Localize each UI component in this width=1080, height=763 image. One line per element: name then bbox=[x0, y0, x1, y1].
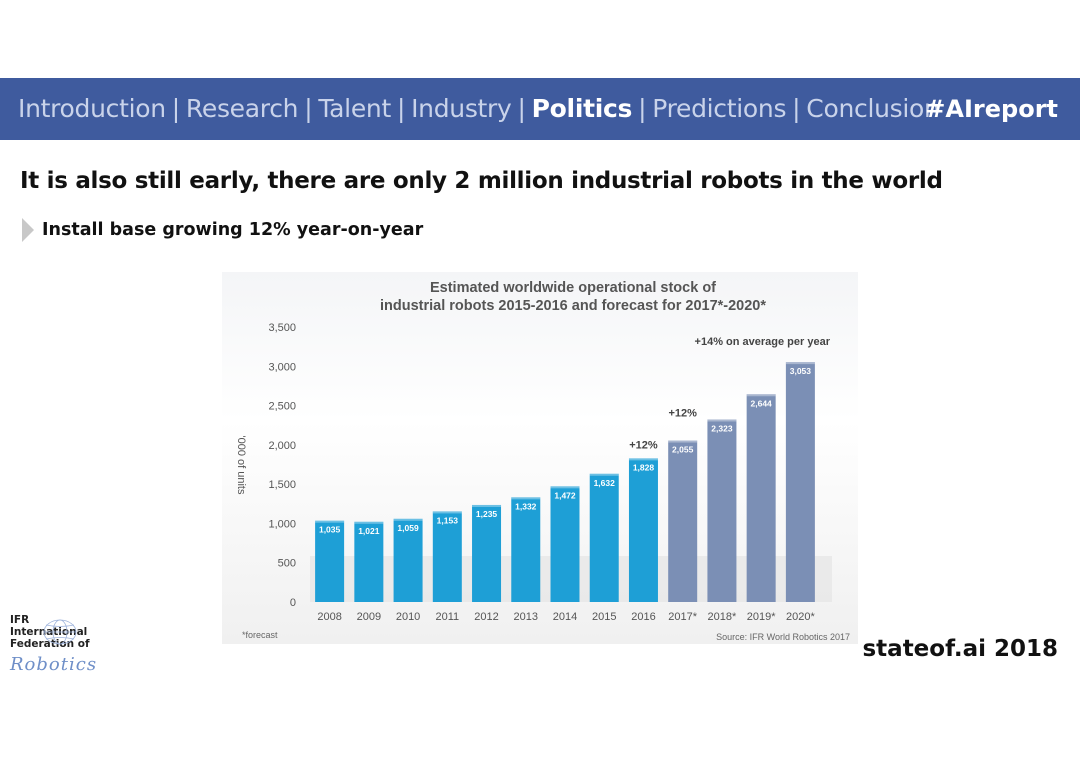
x-tick-label: 2016 bbox=[631, 611, 655, 623]
bar-value-label: 1,153 bbox=[437, 515, 459, 525]
nav-separator: | bbox=[638, 94, 647, 123]
nav-item-research[interactable]: Research bbox=[185, 94, 299, 123]
hashtag-label: #AIreport bbox=[925, 95, 1058, 123]
bullet-text: Install base growing 12% year-on-year bbox=[42, 220, 424, 240]
bar-2010 bbox=[393, 518, 423, 602]
nav-separator: | bbox=[304, 94, 313, 123]
bar-value-label: 2,644 bbox=[751, 398, 773, 408]
bar-highlight bbox=[746, 394, 776, 397]
nav-separator: | bbox=[171, 94, 180, 123]
bar-2013 bbox=[511, 497, 541, 602]
y-tick-label: 1,500 bbox=[268, 479, 296, 491]
nav-item-conclusion[interactable]: Conclusion bbox=[806, 94, 940, 123]
bar-highlight bbox=[589, 473, 619, 476]
nav-item-predictions[interactable]: Predictions bbox=[652, 94, 787, 123]
nav-separator: | bbox=[792, 94, 801, 123]
chart-title-line: industrial robots 2015-2016 and forecast… bbox=[380, 298, 766, 314]
bar-highlight bbox=[550, 486, 580, 489]
nav-item-industry[interactable]: Industry bbox=[411, 94, 512, 123]
bar-2020* bbox=[785, 362, 815, 602]
bar-2012 bbox=[472, 504, 502, 602]
bar-highlight bbox=[707, 419, 737, 422]
ifr-logo: IFR International Federation of Robotics bbox=[10, 614, 110, 675]
robots-stock-chart: Estimated worldwide operational stock of… bbox=[222, 272, 858, 644]
bar-2018* bbox=[707, 419, 737, 602]
chart-annotation: +14% on average per year bbox=[695, 336, 831, 348]
chart-title-line: Estimated worldwide operational stock of bbox=[430, 280, 716, 296]
chart-annotation: +12% bbox=[668, 408, 697, 420]
bullet-point: Install base growing 12% year-on-year bbox=[22, 218, 423, 242]
bar-value-label: 1,828 bbox=[633, 462, 655, 472]
bar-highlight bbox=[393, 518, 423, 521]
nav-separator: | bbox=[396, 94, 406, 123]
bar-2011 bbox=[432, 511, 462, 602]
y-tick-label: 3,500 bbox=[268, 322, 296, 334]
x-tick-label: 2015 bbox=[592, 611, 616, 623]
y-tick-label: 2,500 bbox=[268, 401, 296, 413]
bullet-arrow-icon bbox=[22, 218, 34, 242]
bar-value-label: 2,323 bbox=[711, 423, 733, 433]
bar-value-label: 1,332 bbox=[515, 501, 537, 511]
y-tick-label: 0 bbox=[290, 597, 296, 609]
bar-value-label: 1,472 bbox=[554, 490, 576, 500]
bar-2014 bbox=[550, 486, 580, 602]
x-tick-label: 2011 bbox=[435, 611, 459, 623]
bar-value-label: 1,235 bbox=[476, 509, 498, 519]
y-tick-label: 1,000 bbox=[268, 518, 296, 530]
x-tick-label: 2017* bbox=[668, 611, 697, 623]
nav-bar: Introduction | Research | Talent | Industry | Po… bbox=[0, 78, 1080, 140]
bar-2015 bbox=[589, 473, 619, 602]
bar-highlight bbox=[354, 521, 384, 524]
bar-2017* bbox=[668, 440, 698, 602]
bar-highlight bbox=[511, 497, 541, 500]
x-tick-label: 2008 bbox=[317, 611, 341, 623]
y-tick-label: 3,000 bbox=[268, 361, 296, 373]
x-tick-label: 2020* bbox=[786, 611, 815, 623]
x-tick-label: 2019* bbox=[747, 611, 776, 623]
bar-2008 bbox=[315, 520, 345, 602]
bar-highlight bbox=[628, 458, 658, 461]
bar-value-label: 3,053 bbox=[790, 366, 812, 376]
y-axis-label: '000 of units bbox=[235, 436, 247, 495]
x-tick-label: 2012 bbox=[474, 611, 498, 623]
bar-value-label: 1,021 bbox=[358, 526, 380, 536]
bar-highlight bbox=[315, 520, 345, 523]
nav-item-politics[interactable]: Politics bbox=[531, 94, 633, 123]
globe-icon bbox=[43, 619, 77, 645]
x-tick-label: 2013 bbox=[514, 611, 538, 623]
bar-highlight bbox=[472, 504, 502, 507]
chart-svg: Estimated worldwide operational stock of… bbox=[235, 280, 850, 642]
bar-highlight bbox=[785, 362, 815, 365]
chart-source: Source: IFR World Robotics 2017 bbox=[716, 632, 850, 642]
section-nav: Introduction | Research | Talent | Industry | Po… bbox=[18, 78, 940, 140]
bar-highlight bbox=[432, 511, 462, 514]
y-tick-label: 2,000 bbox=[268, 440, 296, 452]
bar-value-label: 1,059 bbox=[397, 523, 419, 533]
bar-2016 bbox=[628, 458, 658, 602]
bar-value-label: 2,055 bbox=[672, 445, 694, 455]
logo-line-1: IFR bbox=[10, 614, 30, 626]
chart-footnote: *forecast bbox=[242, 630, 278, 640]
x-tick-label: 2018* bbox=[708, 611, 737, 623]
bar-value-label: 1,632 bbox=[594, 478, 616, 488]
slide-headline: It is also still early, there are only 2… bbox=[20, 168, 943, 194]
logo-script: Robotics bbox=[10, 654, 98, 675]
nav-item-talent[interactable]: Talent bbox=[318, 94, 391, 123]
bar-2019* bbox=[746, 394, 776, 602]
bar-value-label: 1,035 bbox=[319, 525, 341, 535]
nav-separator: | bbox=[517, 94, 526, 123]
x-tick-label: 2010 bbox=[396, 611, 420, 623]
bar-highlight bbox=[668, 440, 698, 443]
chart-annotation: +12% bbox=[629, 439, 658, 451]
logo-line-3: Federation of bbox=[10, 638, 90, 650]
nav-item-introduction[interactable]: Introduction bbox=[18, 94, 166, 123]
x-tick-label: 2009 bbox=[357, 611, 381, 623]
footer-brand: stateof.ai 2018 bbox=[862, 636, 1058, 662]
bar-2009 bbox=[354, 521, 384, 602]
x-tick-label: 2014 bbox=[553, 611, 577, 623]
y-tick-label: 500 bbox=[278, 558, 296, 570]
